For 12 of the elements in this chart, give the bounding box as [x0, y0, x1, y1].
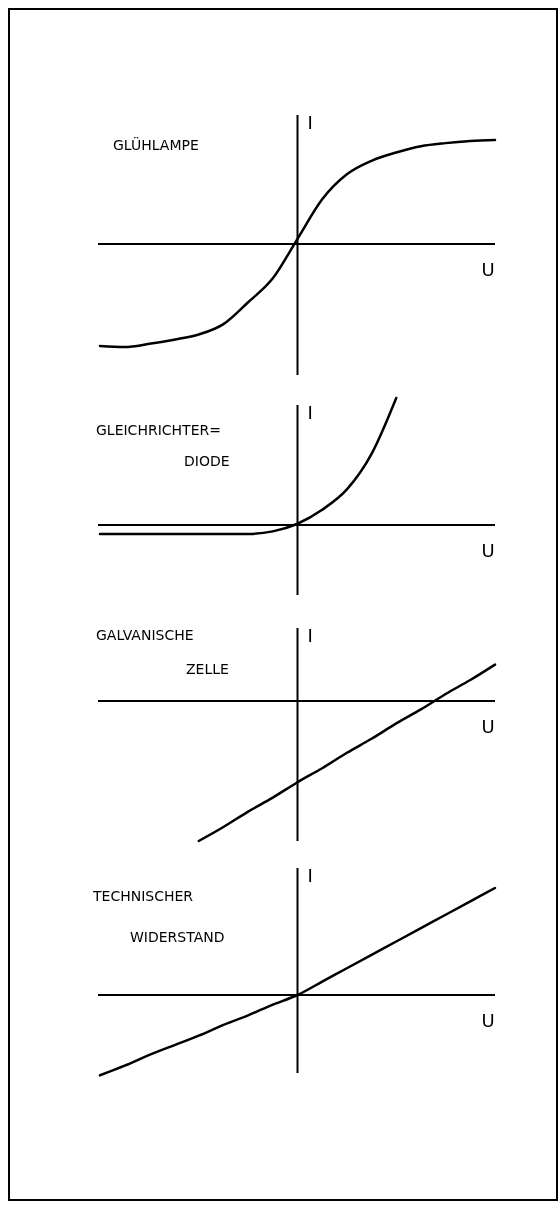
chart-title: GLÜHLAMPE — [113, 136, 199, 153]
x-axis-title: U — [481, 259, 495, 280]
y-axis-title: I — [307, 865, 313, 886]
chart-title: TECHNISCHER WIDERSTAND — [93, 888, 225, 945]
y-axis-title: I — [307, 402, 313, 423]
chart-title: GALVANISCHE ZELLE — [96, 627, 229, 677]
text: GLEICHRICHTER= DIODE — [96, 422, 230, 469]
x-axis-title: U — [481, 1010, 495, 1031]
x-axis-title: U — [481, 716, 495, 737]
y-axis-title: I — [307, 625, 313, 646]
y-axis-title: I — [307, 112, 313, 133]
x-axis-title: U — [481, 540, 495, 561]
